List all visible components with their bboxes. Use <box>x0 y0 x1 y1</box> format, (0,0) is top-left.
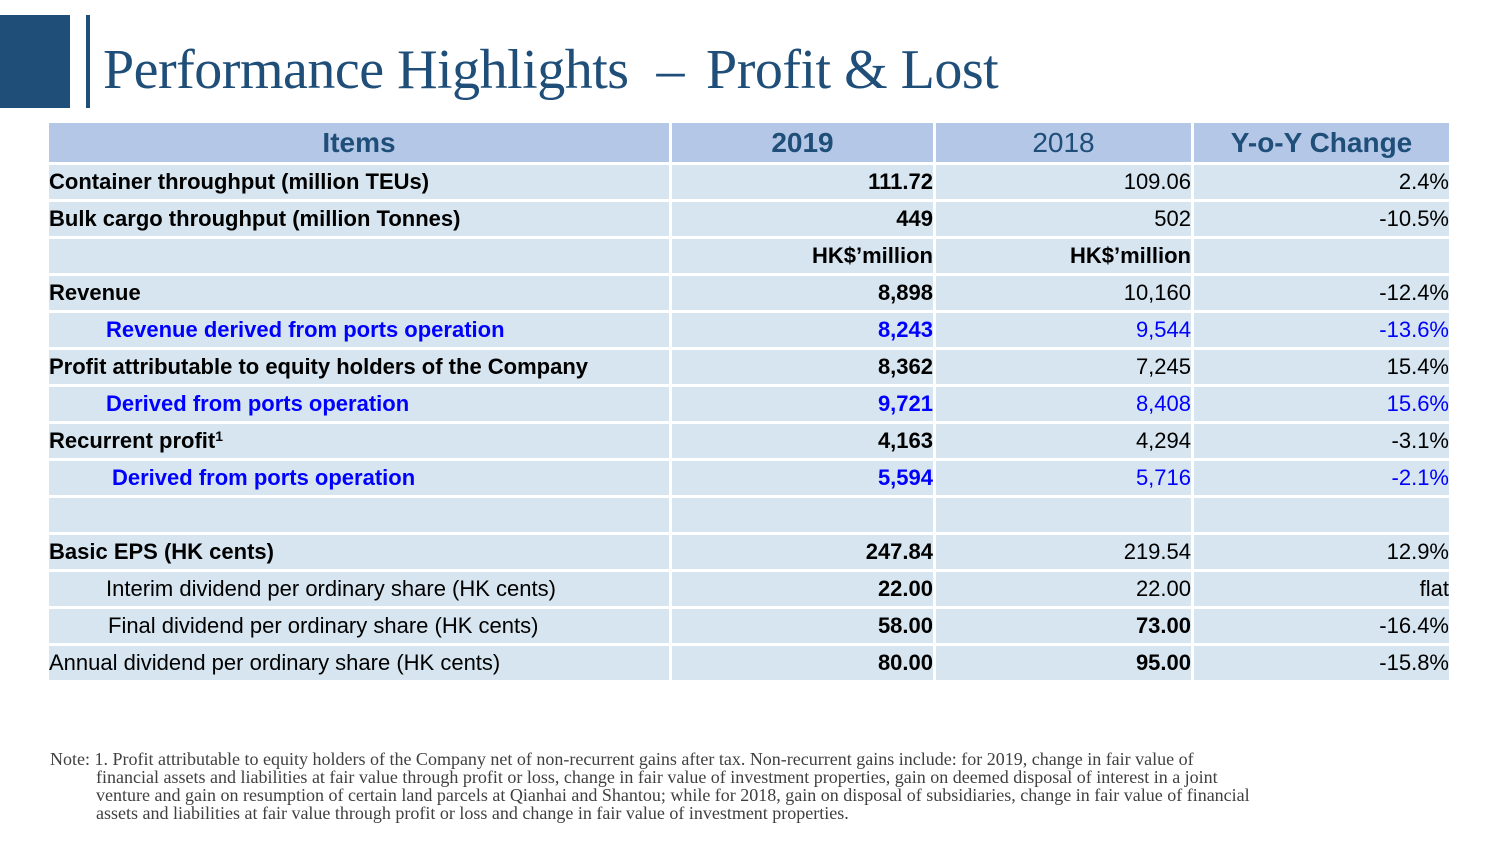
table-row: Profit attributable to equity holders of… <box>49 350 1449 384</box>
value-2019: 58.00 <box>672 609 933 643</box>
header-yoy-change: Y-o-Y Change <box>1194 123 1449 162</box>
value-2019: 80.00 <box>672 646 933 680</box>
table-row: Annual dividend per ordinary share (HK c… <box>49 646 1449 680</box>
table-row-empty <box>49 498 1449 532</box>
value-2018: 502 <box>936 202 1191 236</box>
row-label-text: Recurrent profit <box>49 428 216 453</box>
value-2018 <box>936 498 1191 532</box>
value-2018: 22.00 <box>936 572 1191 606</box>
footnote-label: Note: <box>50 749 90 769</box>
value-change <box>1194 498 1449 532</box>
row-label: Derived from ports operation <box>49 461 669 495</box>
value-2018: 4,294 <box>936 424 1191 458</box>
table-header-row: Items 2019 2018 Y-o-Y Change <box>49 123 1449 162</box>
value-change: flat <box>1194 572 1449 606</box>
row-label: Interim dividend per ordinary share (HK … <box>49 572 669 606</box>
value-2019: 9,721 <box>672 387 933 421</box>
header-2018: 2018 <box>936 123 1191 162</box>
row-label: Annual dividend per ordinary share (HK c… <box>49 646 669 680</box>
row-label: Final dividend per ordinary share (HK ce… <box>49 609 669 643</box>
footnote-line: venture and gain on resumption of certai… <box>96 785 1250 805</box>
value-change <box>1194 239 1449 273</box>
table-row: HK$’million HK$’million <box>49 239 1449 273</box>
table-row: Derived from ports operation 5,594 5,716… <box>49 461 1449 495</box>
value-2019: 4,163 <box>672 424 933 458</box>
row-label: Container throughput (million TEUs) <box>49 165 669 199</box>
value-2018: 109.06 <box>936 165 1191 199</box>
value-2019 <box>672 498 933 532</box>
value-2018: 73.00 <box>936 609 1191 643</box>
footnote-line: financial assets and liabilities at fair… <box>96 767 1218 787</box>
value-change: 15.4% <box>1194 350 1449 384</box>
value-change: -15.8% <box>1194 646 1449 680</box>
row-label: Profit attributable to equity holders of… <box>49 350 669 384</box>
row-label <box>49 498 669 532</box>
title-accent-block <box>0 15 70 108</box>
value-2019: 449 <box>672 202 933 236</box>
table-row: Interim dividend per ordinary share (HK … <box>49 572 1449 606</box>
value-2018: 10,160 <box>936 276 1191 310</box>
value-2019: 22.00 <box>672 572 933 606</box>
value-change: -12.4% <box>1194 276 1449 310</box>
value-2019: 8,898 <box>672 276 933 310</box>
value-change: -10.5% <box>1194 202 1449 236</box>
table-row: Bulk cargo throughput (million Tonnes) 4… <box>49 202 1449 236</box>
row-label: Derived from ports operation <box>49 387 669 421</box>
value-change: -16.4% <box>1194 609 1449 643</box>
row-label: Recurrent profit1 <box>49 424 669 458</box>
header-items: Items <box>49 123 669 162</box>
value-2019: 111.72 <box>672 165 933 199</box>
row-label: Revenue <box>49 276 669 310</box>
unit-2019: HK$’million <box>672 239 933 273</box>
table-row: Revenue 8,898 10,160 -12.4% <box>49 276 1449 310</box>
value-2018: 8,408 <box>936 387 1191 421</box>
row-label: Basic EPS (HK cents) <box>49 535 669 569</box>
value-change: -3.1% <box>1194 424 1449 458</box>
value-change: 2.4% <box>1194 165 1449 199</box>
table-row: Basic EPS (HK cents) 247.84 219.54 12.9% <box>49 535 1449 569</box>
value-2018: 95.00 <box>936 646 1191 680</box>
table-row: Container throughput (million TEUs) 111.… <box>49 165 1449 199</box>
footnote-line: assets and liabilities at fair value thr… <box>96 803 849 823</box>
page-title-main: Performance Highlights <box>103 39 629 101</box>
value-2018: 9,544 <box>936 313 1191 347</box>
profit-loss-table: Items 2019 2018 Y-o-Y Change Container t… <box>46 120 1452 683</box>
value-change: 12.9% <box>1194 535 1449 569</box>
row-label: Revenue derived from ports operation <box>49 313 669 347</box>
value-2018: 219.54 <box>936 535 1191 569</box>
value-2019: 8,362 <box>672 350 933 384</box>
value-change: -2.1% <box>1194 461 1449 495</box>
value-change: -13.6% <box>1194 313 1449 347</box>
value-change: 15.6% <box>1194 387 1449 421</box>
page-title-dash: – <box>656 39 685 101</box>
unit-2018: HK$’million <box>936 239 1191 273</box>
table-row: Recurrent profit1 4,163 4,294 -3.1% <box>49 424 1449 458</box>
page-title: Performance Highlights – Profit & Lost <box>103 38 999 102</box>
value-2018: 7,245 <box>936 350 1191 384</box>
page-title-sub: Profit & Lost <box>706 39 999 101</box>
value-2019: 5,594 <box>672 461 933 495</box>
table-row: Revenue derived from ports operation 8,2… <box>49 313 1449 347</box>
footnote-marker: 1 <box>215 428 224 444</box>
value-2019: 8,243 <box>672 313 933 347</box>
header-2019: 2019 <box>672 123 933 162</box>
title-accent-bar <box>86 15 90 108</box>
row-label <box>49 239 669 273</box>
row-label: Bulk cargo throughput (million Tonnes) <box>49 202 669 236</box>
footnote-line: 1. Profit attributable to equity holders… <box>94 749 1194 769</box>
table-row: Final dividend per ordinary share (HK ce… <box>49 609 1449 643</box>
footnote: Note: 1. Profit attributable to equity h… <box>50 750 1450 822</box>
value-2019: 247.84 <box>672 535 933 569</box>
table-row: Derived from ports operation 9,721 8,408… <box>49 387 1449 421</box>
value-2018: 5,716 <box>936 461 1191 495</box>
